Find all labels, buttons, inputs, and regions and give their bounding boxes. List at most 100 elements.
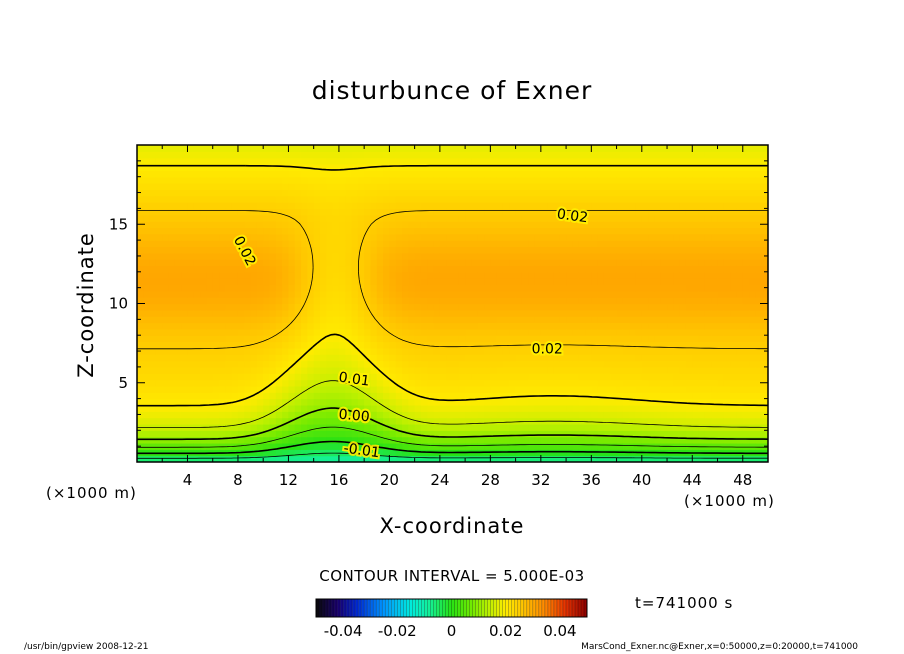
heatmap-cell xyxy=(357,202,365,209)
heatmap-cell xyxy=(357,360,365,368)
heatmap-cell xyxy=(723,145,731,152)
heatmap-cell xyxy=(755,398,763,406)
heatmap-cell xyxy=(414,297,422,305)
heatmap-cell xyxy=(294,271,302,279)
heatmap-cell xyxy=(168,328,176,336)
heatmap-cell xyxy=(610,170,618,178)
heatmap-cell xyxy=(654,271,662,279)
heatmap-cell xyxy=(471,233,479,241)
heatmap-cell xyxy=(263,252,271,260)
heatmap-cell xyxy=(237,430,245,438)
heatmap-cell xyxy=(736,151,744,159)
heatmap-cell xyxy=(174,183,182,190)
heatmap-cell xyxy=(654,246,662,254)
heatmap-cell xyxy=(540,240,548,248)
heatmap-cell xyxy=(408,284,416,292)
heatmap-cell xyxy=(364,411,372,419)
heatmap-cell xyxy=(679,189,687,197)
heatmap-cell xyxy=(402,335,409,343)
heatmap-cell xyxy=(408,373,416,381)
heatmap-cell xyxy=(250,347,258,355)
heatmap-cell xyxy=(458,221,466,229)
heatmap-cell xyxy=(351,309,359,317)
heatmap-cell xyxy=(446,259,454,267)
heatmap-cell xyxy=(219,360,226,368)
heatmap-cell xyxy=(275,290,283,298)
heatmap-cell xyxy=(288,449,296,457)
heatmap-cell xyxy=(225,379,233,387)
heatmap-cell xyxy=(250,233,258,241)
heatmap-cell xyxy=(420,328,428,336)
heatmap-cell xyxy=(521,214,529,222)
heatmap-cell xyxy=(629,183,637,190)
heatmap-cell xyxy=(414,360,422,368)
heatmap-cell xyxy=(717,442,725,450)
heatmap-cell xyxy=(654,423,662,431)
heatmap-cell xyxy=(749,195,756,203)
heatmap-cell xyxy=(490,189,498,197)
heatmap-cell xyxy=(225,316,233,324)
heatmap-cell xyxy=(326,385,334,393)
heatmap-cell xyxy=(585,259,592,267)
heatmap-cell xyxy=(742,271,750,279)
heatmap-cell xyxy=(635,309,643,317)
heatmap-cell xyxy=(237,423,245,431)
heatmap-cell xyxy=(698,290,706,298)
heatmap-cell xyxy=(326,398,334,406)
heatmap-cell xyxy=(414,183,422,190)
heatmap-cell xyxy=(585,145,592,152)
heatmap-cell xyxy=(622,164,630,171)
heatmap-cell xyxy=(635,246,643,254)
heatmap-cell xyxy=(414,442,422,450)
heatmap-cell xyxy=(458,189,466,197)
heatmap-cell xyxy=(155,195,163,203)
heatmap-cell xyxy=(206,328,214,336)
heatmap-cell xyxy=(528,164,536,171)
heatmap-cell xyxy=(269,246,277,254)
heatmap-cell xyxy=(301,151,308,159)
heatmap-cell xyxy=(288,430,296,438)
heatmap-cell xyxy=(168,385,176,393)
heatmap-cell xyxy=(231,176,239,184)
heatmap-cell xyxy=(181,354,189,362)
heatmap-cell xyxy=(749,202,756,209)
heatmap-cell xyxy=(761,246,768,254)
heatmap-cell xyxy=(597,423,605,431)
heatmap-cell xyxy=(559,379,567,387)
heatmap-cell xyxy=(540,176,548,184)
heatmap-cell xyxy=(168,411,176,419)
heatmap-cell xyxy=(237,246,245,254)
heatmap-cell xyxy=(597,227,605,235)
heatmap-cell xyxy=(515,151,523,159)
heatmap-cell xyxy=(515,227,523,235)
heatmap-cell xyxy=(275,183,283,190)
heatmap-cell xyxy=(408,233,416,241)
heatmap-cell xyxy=(635,164,643,171)
heatmap-cell xyxy=(528,360,536,368)
heatmap-cell xyxy=(351,398,359,406)
heatmap-cell xyxy=(402,183,409,190)
heatmap-cell xyxy=(351,328,359,336)
heatmap-cell xyxy=(547,145,555,152)
heatmap-cell xyxy=(206,366,214,374)
heatmap-cell xyxy=(711,221,719,229)
heatmap-cell xyxy=(635,290,643,298)
heatmap-cell xyxy=(244,151,252,159)
heatmap-cell xyxy=(477,246,485,254)
heatmap-cell xyxy=(679,404,687,412)
heatmap-cell xyxy=(212,170,220,178)
heatmap-cell xyxy=(458,208,466,216)
heatmap-cell xyxy=(256,170,264,178)
heatmap-cell xyxy=(585,297,592,305)
heatmap-cell xyxy=(275,360,283,368)
heatmap-cell xyxy=(395,297,403,305)
heatmap-cell xyxy=(433,404,441,412)
heatmap-cell xyxy=(742,214,750,222)
heatmap-cell xyxy=(578,423,586,431)
heatmap-cell xyxy=(319,347,327,355)
heatmap-cell xyxy=(225,354,233,362)
heatmap-cell xyxy=(168,221,176,229)
heatmap-cell xyxy=(755,189,763,197)
heatmap-cell xyxy=(389,297,397,305)
heatmap-cell xyxy=(465,373,473,381)
